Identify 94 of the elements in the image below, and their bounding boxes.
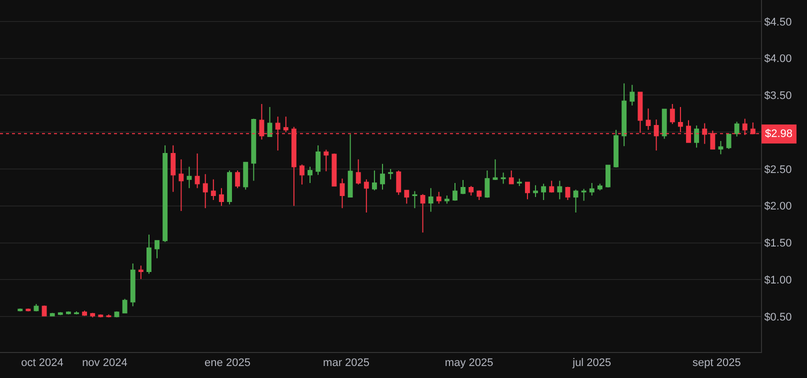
- candlestick: [476, 190, 482, 200]
- candlestick: [444, 195, 450, 204]
- candlestick: [122, 298, 128, 314]
- candlestick: [372, 170, 377, 191]
- candlestick: [18, 308, 23, 312]
- candlestick: [98, 314, 104, 318]
- candlestick: [420, 194, 426, 233]
- candlestick: [557, 180, 562, 200]
- candlestick: [694, 124, 700, 148]
- candlestick: [388, 168, 394, 180]
- candlestick: [638, 92, 643, 134]
- candlestick: [484, 170, 490, 198]
- x-tick-label: nov 2024: [82, 357, 128, 370]
- x-tick-label: may 2025: [444, 357, 494, 370]
- candlestick: [26, 308, 31, 312]
- candlestick: [396, 170, 402, 196]
- candlestick: [380, 163, 385, 190]
- candlestick: [597, 183, 602, 191]
- x-tick-label: oct 2024: [21, 357, 64, 370]
- candlestick: [508, 170, 514, 184]
- candlestick: [614, 129, 619, 168]
- ref-line-label: $2.98: [765, 128, 793, 140]
- candlestick: [565, 186, 570, 200]
- candlestick: [50, 312, 55, 316]
- candlestick: [251, 118, 256, 182]
- y-tick-label: $1.00: [764, 274, 792, 287]
- y-tick-label: $1.50: [764, 238, 792, 250]
- candlestick: [524, 182, 530, 200]
- candlestick: [324, 149, 329, 172]
- y-tick-label: $0.50: [764, 311, 792, 324]
- candlestick: [243, 162, 248, 190]
- candlestick: [533, 184, 538, 198]
- candlestick: [308, 166, 313, 184]
- candlestick: [670, 104, 675, 124]
- candlestick: [516, 178, 522, 186]
- candlestick: [589, 182, 594, 196]
- candlestick: [235, 170, 240, 189]
- candlestick: [436, 191, 442, 204]
- candlestick: [726, 133, 732, 150]
- candlestick: [332, 152, 337, 186]
- y-tick-label: $2.00: [764, 200, 792, 213]
- candlestick: [90, 312, 96, 318]
- candlestick: [492, 158, 498, 181]
- candlestick: [404, 190, 410, 204]
- candlestick: [581, 188, 586, 202]
- candlestick: [452, 182, 458, 202]
- candlestick: [340, 178, 345, 209]
- candlestick: [154, 240, 160, 259]
- candlestick: [58, 312, 63, 316]
- x-tick-label: ene 2025: [204, 357, 250, 370]
- candlestick: [42, 305, 47, 316]
- candlestick: [468, 185, 474, 196]
- candlestick: [662, 108, 667, 140]
- x-tick-label: sept 2025: [692, 357, 741, 370]
- candlestick: [146, 234, 152, 274]
- candlestick: [66, 310, 71, 315]
- candlestick: [549, 180, 554, 194]
- candlestick: [82, 310, 88, 316]
- candlestick: [178, 158, 184, 212]
- candlestick: [573, 189, 578, 214]
- y-tick-label: $3.50: [764, 90, 792, 102]
- candlestick: [412, 190, 418, 209]
- candlestick: [267, 106, 272, 138]
- candlestick: [316, 144, 321, 176]
- x-tick-label: mar 2025: [323, 357, 370, 370]
- candlestick: [218, 188, 224, 206]
- candlestick: [348, 134, 353, 198]
- candlestick: [130, 262, 136, 307]
- candlestick: [500, 172, 506, 184]
- candlestick: [646, 108, 651, 130]
- candlestick: [622, 82, 627, 147]
- x-tick-label: jul 2025: [572, 357, 612, 370]
- candlestick: [356, 158, 361, 185]
- candlestick: [300, 164, 304, 185]
- candlestick: [227, 170, 232, 205]
- candlestick: [283, 116, 288, 133]
- candlestick: [210, 178, 216, 200]
- y-tick-label: $4.50: [764, 16, 792, 28]
- candlestick: [606, 164, 610, 188]
- candlestick: [162, 144, 168, 243]
- candlestick: [186, 166, 192, 189]
- y-tick-label: $2.50: [764, 164, 792, 176]
- candlestick: [194, 152, 200, 189]
- candlestick: [460, 180, 466, 195]
- candlestick: [541, 183, 546, 200]
- candlestick: [364, 178, 369, 214]
- candlestick: [138, 265, 144, 280]
- candlestick: [428, 188, 434, 212]
- candlestick: [170, 144, 176, 192]
- candlestick: [734, 121, 740, 138]
- candlestick: [630, 84, 635, 106]
- y-tick-label: $4.00: [764, 53, 792, 66]
- candlestick: [718, 140, 724, 155]
- candlestick: [202, 174, 208, 209]
